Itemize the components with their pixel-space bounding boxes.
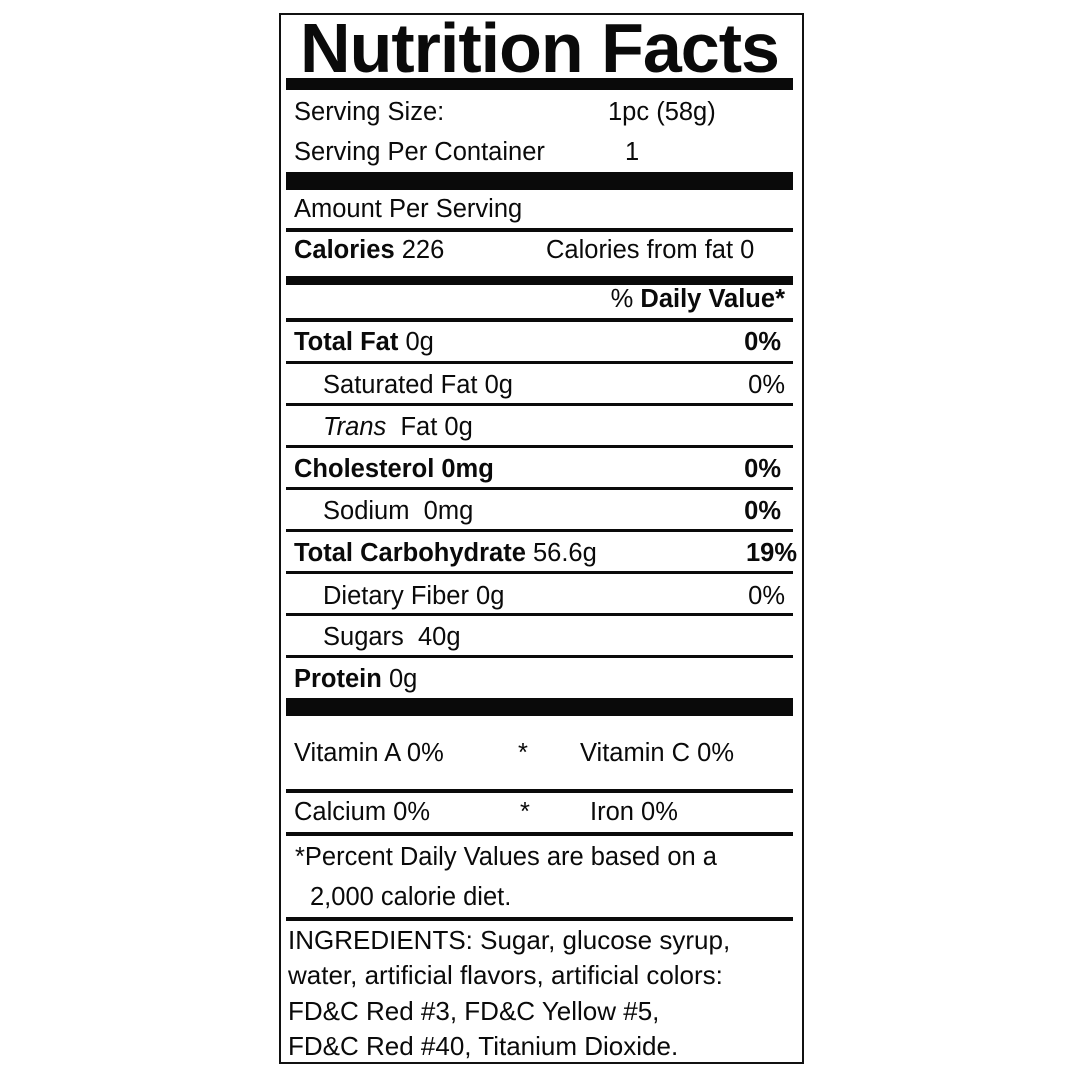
ingredients-line: water, artificial flavors, artificial co… (288, 960, 723, 990)
divider-medium (286, 276, 793, 285)
nutrient-amount: Fat 0g (400, 413, 473, 441)
nutrient-dv: 0% (744, 328, 781, 356)
nutrient-row-sodium: Sodium 0mg (323, 496, 473, 526)
daily-value-header: % Daily Value* (611, 284, 785, 314)
nutrient-dv: 0% (748, 582, 785, 610)
ingredients-line: FD&C Red #40, Titanium Dioxide. (288, 1031, 679, 1061)
divider-thick (286, 172, 793, 190)
calories-value: 226 (401, 236, 445, 264)
daily-value-label: Daily Value* (640, 285, 785, 313)
iron: Iron 0% (590, 798, 678, 826)
divider (286, 613, 793, 616)
nutrition-label (279, 13, 804, 1064)
nutrient-name: Saturated Fat (323, 371, 478, 399)
nutrient-name: Protein (294, 665, 382, 693)
nutrient-name: Total Carbohydrate (294, 539, 526, 567)
calories-from-fat: Calories from fat 0 (546, 236, 755, 264)
nutrient-row-cholesterol: Cholesterol 0mg (294, 454, 494, 484)
ingredients-line: INGREDIENTS: Sugar, glucose syrup, (288, 925, 731, 955)
serving-size-value: 1pc (58g) (608, 98, 716, 126)
nutrient-amount: 0g (405, 328, 434, 356)
nutrient-amount: 0g (484, 371, 513, 399)
nutrient-amount: 0g (388, 665, 418, 693)
vitamin-separator: * (518, 739, 528, 767)
divider (286, 228, 793, 232)
nutrient-row-sugars: Sugars 40g (323, 622, 461, 652)
nutrient-amount: 56.6g (532, 539, 597, 567)
footnote-line-1: *Percent Daily Values are based on a (295, 843, 717, 871)
amount-per-serving: Amount Per Serving (294, 195, 523, 223)
nutrient-name: Total Fat (294, 328, 399, 356)
calories-row: Calories 226 (294, 235, 444, 265)
servings-per-container-value: 1 (625, 138, 640, 166)
ingredients-line: FD&C Red #3, FD&C Yellow #5, (288, 996, 660, 1026)
footnote-line-2: 2,000 calorie diet. (310, 883, 512, 911)
label-title: Nutrition Facts (300, 9, 780, 87)
nutrient-amount: 0g (476, 582, 505, 610)
nutrient-dv: 0% (744, 455, 781, 483)
servings-per-container-label: Serving Per Container (294, 138, 545, 166)
nutrient-name: Cholesterol (294, 455, 435, 483)
divider-thick (286, 78, 793, 90)
nutrient-row-total-fat: Total Fat 0g (294, 327, 434, 357)
nutrient-row-trans-fat: Trans Fat 0g (323, 412, 473, 442)
divider (286, 655, 793, 658)
divider (286, 529, 793, 532)
nutrient-name: Sodium (323, 497, 410, 525)
nutrient-dv: 0% (744, 497, 781, 525)
calcium: Calcium 0% (294, 798, 431, 826)
divider (286, 318, 793, 322)
nutrient-row-dietary-fiber: Dietary Fiber 0g (323, 581, 504, 611)
nutrient-dv: 0% (748, 371, 785, 399)
nutrient-amount: 40g (417, 623, 461, 651)
nutrient-name: Sugars (323, 623, 404, 651)
nutrient-amount: 0mg (441, 455, 494, 483)
serving-size-label: Serving Size: (294, 98, 445, 126)
vitamin-separator: * (520, 798, 530, 826)
divider-thick (286, 698, 793, 716)
nutrient-row-protein: Protein 0g (294, 664, 417, 694)
divider (286, 917, 793, 921)
divider (286, 403, 793, 406)
divider (286, 789, 793, 793)
divider (286, 571, 793, 574)
vitamin-a: Vitamin A 0% (294, 739, 444, 767)
nutrient-name: Dietary Fiber (323, 582, 469, 610)
nutrient-name: Trans (323, 413, 387, 441)
nutrient-row-total-carbohydrate: Total Carbohydrate 56.6g (294, 538, 597, 568)
nutrient-dv: 19% (745, 539, 797, 567)
calories-label: Calories (294, 236, 395, 264)
nutrient-amount: 0mg (423, 497, 474, 525)
percent-sign: % (610, 285, 634, 313)
nutrient-row-saturated-fat: Saturated Fat 0g (323, 370, 513, 400)
divider (286, 445, 793, 448)
divider (286, 832, 793, 836)
divider (286, 361, 793, 364)
divider (286, 487, 793, 490)
vitamin-c: Vitamin C 0% (580, 739, 735, 767)
